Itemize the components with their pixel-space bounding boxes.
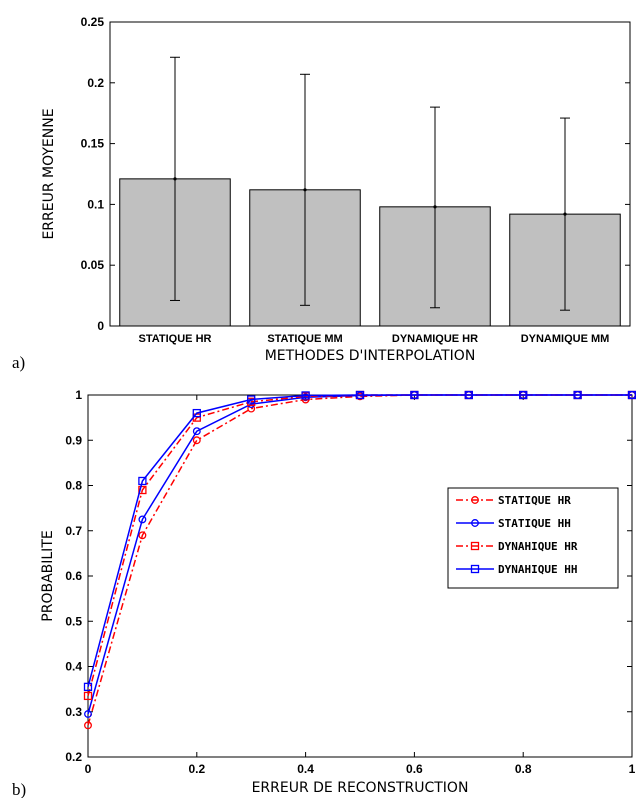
bar-chart-axes-frame [109, 21, 631, 327]
series-marker-square [138, 476, 147, 486]
series-marker-square [247, 395, 256, 404]
bar-chart-x-axis-label: METHODES D'INTERPOLATION [265, 348, 476, 364]
line-y-tick-label: 0.6 [65, 569, 82, 583]
bar-chart-panel: a) 0 0.05 0.1 0.15 0.2 0.25 STATIQUE HR STATIQ… [12, 15, 631, 372]
series-marker-square [470, 541, 480, 551]
series-marker-square [355, 390, 365, 400]
bar-category-label: STATIQUE HR [139, 333, 212, 345]
bar-category-label: DYNAMIQUE MM [521, 333, 610, 345]
bar-y-tick-label: 0.25 [81, 15, 105, 29]
panel-label-b: b) [12, 780, 26, 798]
bar-mean-marker [433, 205, 437, 209]
series-group [83, 390, 636, 692]
line-x-tick-label: 0.4 [297, 762, 314, 776]
series-marker-square [519, 390, 528, 400]
bar-mean-marker [303, 188, 307, 192]
series-marker-square [464, 390, 473, 400]
bar-chart-y-axis-label: ERREUR MOYENNE [41, 108, 57, 239]
series-marker-square [192, 408, 201, 418]
legend: STATIQUE HR STATIQUE HH DYNAHIQUE HR DYNAHI… [447, 487, 619, 589]
panel-label-a: a) [12, 353, 25, 372]
series-marker-square [138, 485, 147, 495]
line-chart-x-axis-label: ERREUR DE RECONSTRUCTION [252, 780, 469, 796]
line-x-tick-label: 0.6 [406, 762, 423, 776]
bar-category-label: DYNAMIQUE HR [392, 333, 478, 345]
series-marker-square [573, 390, 582, 400]
legend-box [447, 487, 619, 589]
series-marker-circle [84, 710, 92, 718]
series-line [87, 394, 632, 688]
series-marker-square [83, 682, 93, 692]
series-marker-circle [192, 427, 201, 436]
bar-y-tick-label: 0 [97, 319, 104, 333]
line-x-tick-label: 1 [629, 762, 636, 776]
series-marker-circle [138, 515, 147, 524]
legend-entry-label: STATIQUE HR [498, 494, 571, 507]
series-marker-square [301, 391, 310, 400]
line-y-tick-label: 0.9 [65, 433, 82, 447]
series-marker-circle [471, 496, 479, 504]
bar-y-tick-label: 0.1 [87, 197, 104, 211]
legend-entry-label: STATIQUE HH [498, 517, 571, 530]
line-y-tick-label: 0.7 [65, 524, 82, 538]
series-marker-square [410, 390, 419, 400]
bar-mean-marker [563, 212, 567, 216]
line-chart-y-axis-label: PROBABILITE [40, 530, 56, 621]
series-marker-square [470, 564, 480, 574]
series-marker-circle [138, 531, 147, 540]
line-y-tick-label: 1 [75, 388, 82, 402]
line-y-tick-label: 0.5 [65, 614, 82, 628]
series-marker-circle [192, 436, 201, 445]
line-x-tick-label: 0 [85, 762, 92, 776]
bar-y-tick-label: 0.05 [81, 258, 105, 272]
bar-y-tick-label: 0.15 [81, 137, 105, 151]
series-marker-circle [471, 519, 479, 527]
line-y-tick-label: 0.8 [65, 479, 82, 493]
line-x-tick-label: 0.8 [515, 762, 532, 776]
bar-category-label: STATIQUE MM [267, 333, 342, 345]
bar-mean-marker [173, 177, 177, 181]
bar-y-tick-label: 0.2 [87, 76, 104, 90]
legend-entry-label: DYNAHIQUE HH [498, 563, 577, 576]
series-marker-circle [84, 721, 92, 730]
line-y-tick-label: 0.2 [65, 750, 82, 764]
line-x-tick-label: 0.2 [188, 762, 205, 776]
line-y-tick-label: 0.3 [65, 705, 82, 719]
legend-entry-label: DYNAHIQUE HR [498, 540, 578, 553]
series-marker-square [83, 691, 93, 701]
line-chart-panel: b) 0.20.30.40.50.60.70.80.910 0.2 0.4 0.6 0.… [12, 388, 636, 798]
line-y-tick-label: 0.4 [65, 660, 82, 674]
